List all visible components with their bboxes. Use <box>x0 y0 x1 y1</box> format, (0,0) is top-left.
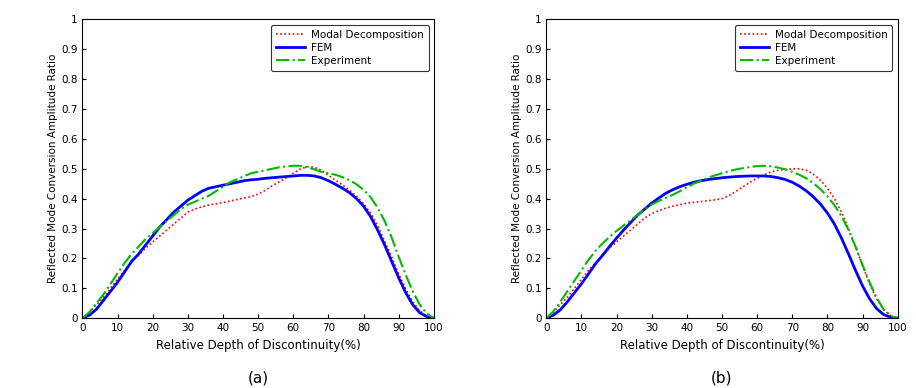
Experiment <box>540 316 551 320</box>
FEM <box>780 177 791 182</box>
Experiment <box>801 176 812 181</box>
Line: Modal Decomposition: Modal Decomposition <box>546 169 898 318</box>
Text: (b): (b) <box>711 371 733 385</box>
Experiment <box>885 314 896 318</box>
FEM <box>646 201 657 206</box>
X-axis label: Relative Depth of Discontinuity(%): Relative Depth of Discontinuity(%) <box>619 339 824 352</box>
Experiment <box>429 316 440 320</box>
Line: Experiment: Experiment <box>546 166 898 318</box>
Modal Decomposition <box>182 210 193 215</box>
Y-axis label: Reflected Mode Conversion Amplitude Ratio: Reflected Mode Conversion Amplitude Rati… <box>49 54 59 284</box>
Line: FEM: FEM <box>82 175 434 318</box>
Experiment <box>288 163 299 168</box>
Modal Decomposition <box>787 166 798 171</box>
Experiment <box>780 167 791 172</box>
FEM <box>421 314 432 319</box>
FEM <box>892 316 903 320</box>
Modal Decomposition <box>801 168 812 173</box>
X-axis label: Relative Depth of Discontinuity(%): Relative Depth of Discontinuity(%) <box>156 339 361 352</box>
Modal Decomposition <box>190 207 201 211</box>
Modal Decomposition <box>77 316 88 320</box>
Line: FEM: FEM <box>546 176 898 318</box>
Modal Decomposition <box>885 314 896 318</box>
Modal Decomposition <box>540 316 551 320</box>
Modal Decomposition <box>302 165 313 169</box>
Modal Decomposition <box>421 314 432 318</box>
Experiment <box>421 311 432 316</box>
FEM <box>653 196 664 200</box>
Modal Decomposition <box>316 168 327 173</box>
FEM <box>745 173 756 178</box>
FEM <box>190 193 201 198</box>
FEM <box>429 316 440 320</box>
Legend: Modal Decomposition, FEM, Experiment: Modal Decomposition, FEM, Experiment <box>735 24 892 71</box>
FEM <box>77 316 88 320</box>
Modal Decomposition <box>154 234 165 238</box>
Line: Modal Decomposition: Modal Decomposition <box>82 167 434 318</box>
FEM <box>154 225 165 229</box>
Text: (a): (a) <box>247 371 268 385</box>
Modal Decomposition <box>618 234 629 238</box>
FEM <box>182 198 193 203</box>
Experiment <box>758 163 769 168</box>
Experiment <box>77 316 88 320</box>
FEM <box>885 315 896 320</box>
Experiment <box>154 225 165 229</box>
FEM <box>337 186 348 191</box>
FEM <box>316 175 327 180</box>
FEM <box>295 173 306 178</box>
FEM <box>801 189 812 193</box>
Experiment <box>182 202 193 207</box>
Modal Decomposition <box>892 316 903 320</box>
Experiment <box>190 199 201 204</box>
Experiment <box>618 223 629 228</box>
Modal Decomposition <box>653 208 664 213</box>
Y-axis label: Reflected Mode Conversion Amplitude Ratio: Reflected Mode Conversion Amplitude Rati… <box>512 54 522 284</box>
Experiment <box>892 316 903 320</box>
Experiment <box>653 199 664 203</box>
FEM <box>540 316 551 320</box>
Modal Decomposition <box>337 183 348 187</box>
Experiment <box>646 202 657 207</box>
Experiment <box>316 170 327 174</box>
Line: Experiment: Experiment <box>82 166 434 318</box>
Experiment <box>337 175 348 180</box>
Modal Decomposition <box>773 168 784 173</box>
Legend: Modal Decomposition, FEM, Experiment: Modal Decomposition, FEM, Experiment <box>271 24 429 71</box>
FEM <box>618 228 629 232</box>
Modal Decomposition <box>646 211 657 216</box>
Modal Decomposition <box>429 316 440 320</box>
